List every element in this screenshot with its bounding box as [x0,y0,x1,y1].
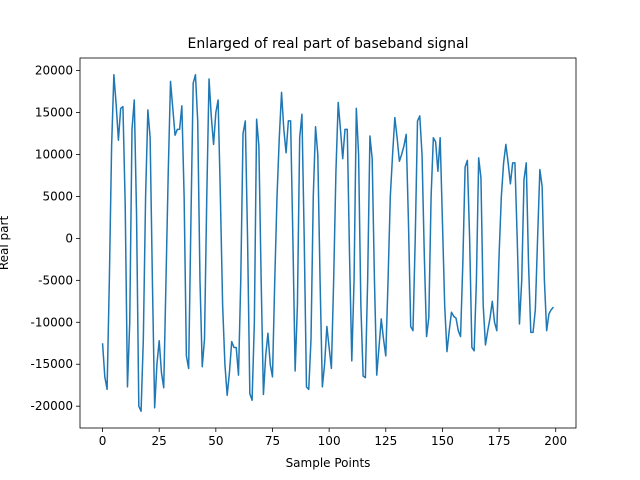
y-tick-label: -20000 [30,399,73,413]
y-tick-label: -10000 [30,315,73,329]
data-line [101,74,555,412]
x-tick-label: 25 [152,434,167,448]
x-tick-label: 75 [265,434,280,448]
x-tick-label: 100 [318,434,341,448]
x-tick-label: 200 [544,434,567,448]
y-axis-label: Real part [0,216,11,271]
x-tick-label: 175 [488,434,511,448]
chart-title: Enlarged of real part of baseband signal [187,36,468,52]
x-tick-label: 125 [374,434,397,448]
x-axis-label: Sample Points [286,456,371,470]
y-tick-label: -5000 [38,273,73,287]
y-tick-label: 5000 [42,189,73,203]
y-tick-label: -15000 [30,357,73,371]
y-tick-label: 0 [65,231,73,245]
x-tick-label: 150 [431,434,454,448]
y-tick-label: 15000 [35,106,73,120]
y-tick-label: 20000 [35,64,73,78]
x-tick-label: 50 [208,434,223,448]
y-tick-label: 10000 [35,147,73,161]
x-tick-label: 0 [99,434,107,448]
plot-frame [79,57,577,429]
